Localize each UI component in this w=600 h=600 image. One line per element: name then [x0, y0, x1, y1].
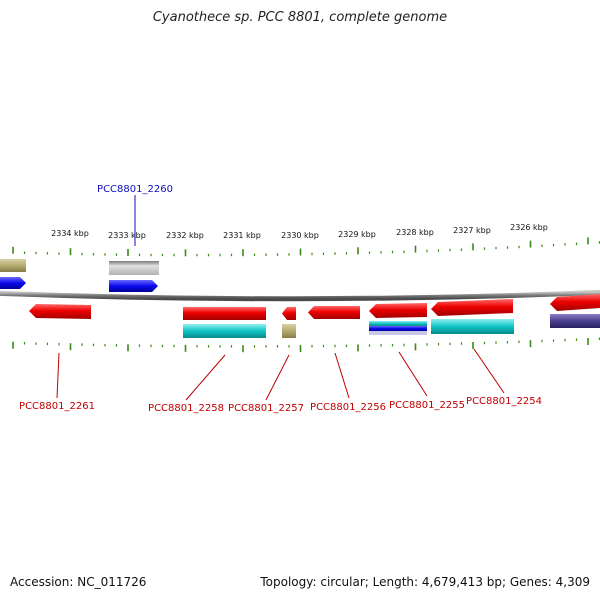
feature-pcc8801-2261[interactable] [29, 304, 91, 319]
accession-text: Accession: NC_011726 [10, 575, 147, 589]
feature-pcc8801-2254-rna[interactable] [431, 319, 514, 334]
gene-label-pcc8801-2258[interactable]: PCC8801_2258 [148, 403, 224, 414]
kbp-label: 2329 kbp [338, 230, 376, 239]
feature-pcc8801-2258[interactable] [183, 307, 266, 320]
kbp-label: 2327 kbp [453, 226, 491, 235]
gene-label-pcc8801-2260[interactable]: PCC8801_2260 [97, 184, 173, 195]
feature-right-navy[interactable] [550, 314, 600, 328]
kbp-label: 2328 kbp [396, 228, 434, 237]
leader-line-pcc8801-2258 [185, 354, 226, 401]
leader-line-pcc8801-2256 [334, 352, 350, 399]
feature-pcc8801-2257-khaki[interactable] [282, 324, 296, 338]
feature-upper-khaki[interactable] [0, 259, 26, 272]
scale-ticks-top [12, 237, 600, 257]
gene-label-pcc8801-2261[interactable]: PCC8801_2261 [19, 401, 95, 412]
leader-line-pcc8801-2254 [473, 348, 505, 394]
genome-summary-text: Topology: circular; Length: 4,679,413 bp… [260, 575, 590, 589]
feature-pcc8801-2258-rna[interactable] [183, 324, 266, 338]
gene-label-pcc8801-2257[interactable]: PCC8801_2257 [228, 403, 304, 414]
feature-right-red[interactable] [550, 294, 600, 311]
kbp-label: 2332 kbp [166, 231, 204, 240]
kbp-label: 2330 kbp [281, 231, 319, 240]
feature-pcc8801-2255-rna[interactable] [369, 321, 427, 326]
genome-title: Cyanothece sp. PCC 8801, complete genome [152, 10, 448, 25]
feature-pcc8801-2260-arrow[interactable] [109, 280, 158, 292]
kbp-label: 2331 kbp [223, 231, 261, 240]
leader-line-pcc8801-2261 [56, 352, 60, 399]
leader-line-pcc8801-2255 [398, 351, 428, 397]
feature-upper-blue-arrow[interactable] [0, 277, 26, 289]
gene-label-pcc8801-2255[interactable]: PCC8801_2255 [389, 400, 465, 411]
feature-pcc8801-2255[interactable] [369, 303, 427, 318]
feature-pcc8801-2256[interactable] [308, 306, 360, 319]
feature-pcc8801-2255-gray[interactable] [369, 331, 427, 335]
leader-line-pcc8801-2257 [265, 354, 290, 401]
genome-backbone [0, 289, 600, 302]
kbp-label: 2326 kbp [510, 223, 548, 232]
feature-pcc8801-2254[interactable] [431, 299, 513, 316]
scale-ticks-bottom [12, 337, 600, 353]
feature-pcc8801-2260-gray[interactable] [109, 261, 159, 275]
feature-pcc8801-2257[interactable] [282, 307, 296, 320]
gene-label-pcc8801-2256[interactable]: PCC8801_2256 [310, 402, 386, 413]
kbp-label: 2333 kbp [108, 231, 146, 240]
feature-pcc8801-2255-blue[interactable] [369, 326, 427, 331]
gene-label-pcc8801-2254[interactable]: PCC8801_2254 [466, 396, 542, 407]
kbp-label: 2334 kbp [51, 229, 89, 238]
